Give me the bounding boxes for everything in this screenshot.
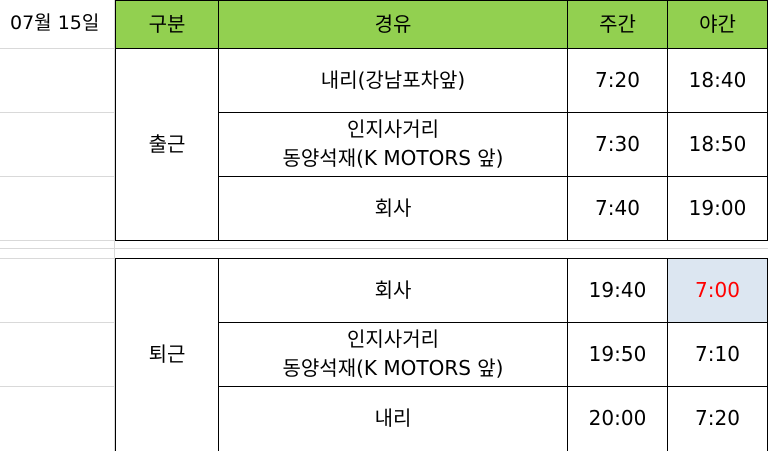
route-cell: 회사 xyxy=(374,195,412,220)
section-name-commute-out: 퇴근 xyxy=(148,342,186,366)
gridline xyxy=(0,176,115,177)
night-time-cell: 19:00 xyxy=(688,195,747,220)
table-border xyxy=(667,258,668,451)
table-border xyxy=(115,258,116,451)
gridline xyxy=(114,0,115,451)
table-border xyxy=(115,240,768,241)
gridline xyxy=(0,48,115,49)
route-cell: 회사 xyxy=(374,277,412,302)
gridline xyxy=(0,258,115,259)
route-line: 인지사거리 xyxy=(347,327,439,351)
night-time-cell: 7:10 xyxy=(695,341,740,366)
header-day: 주간 xyxy=(567,0,668,49)
route-line: 인지사거리 xyxy=(347,117,439,141)
gridline xyxy=(0,248,768,249)
route-cell: 인지사거리 동양석재(K MOTORS 앞) xyxy=(218,322,568,386)
day-time-cell: 19:50 xyxy=(588,341,647,366)
night-time-cell-highlighted[interactable]: 7:00 xyxy=(667,258,768,322)
night-time-cell: 18:40 xyxy=(688,67,747,92)
gridline xyxy=(0,386,115,387)
header-night: 야간 xyxy=(667,0,768,49)
table-border xyxy=(115,258,768,259)
day-time-cell: 7:40 xyxy=(595,195,640,220)
table-border xyxy=(115,48,116,241)
table-border xyxy=(667,48,668,241)
table-border xyxy=(218,48,219,241)
day-time-cell: 20:00 xyxy=(588,406,647,430)
route-line: 동양석재(K MOTORS 앞) xyxy=(282,356,504,380)
table-border xyxy=(218,258,219,451)
gridline xyxy=(0,240,115,241)
table-border xyxy=(567,48,568,241)
route-line: 동양석재(K MOTORS 앞) xyxy=(282,146,504,170)
day-time-cell: 7:20 xyxy=(595,67,640,92)
header-category: 구분 xyxy=(115,0,219,49)
gridline xyxy=(0,322,115,323)
table-border xyxy=(218,112,768,113)
day-time-cell: 19:40 xyxy=(588,277,647,302)
route-cell: 인지사거리 동양석재(K MOTORS 앞) xyxy=(218,112,568,176)
day-time-cell: 7:30 xyxy=(595,131,640,156)
section-name-commute-in: 출근 xyxy=(148,131,186,156)
night-time-cell: 18:50 xyxy=(688,131,747,156)
table-border xyxy=(218,386,768,387)
route-cell: 내리 xyxy=(374,406,412,430)
night-time-cell: 7:20 xyxy=(695,406,740,430)
date-cell[interactable]: 07월 15일 xyxy=(0,0,114,48)
table-border xyxy=(218,322,768,323)
gridline xyxy=(0,112,115,113)
table-border xyxy=(567,258,568,451)
table-border xyxy=(115,48,768,49)
table-border xyxy=(218,176,768,177)
header-route: 경유 xyxy=(218,0,568,49)
route-cell: 내리(강남포차앞) xyxy=(320,67,466,92)
